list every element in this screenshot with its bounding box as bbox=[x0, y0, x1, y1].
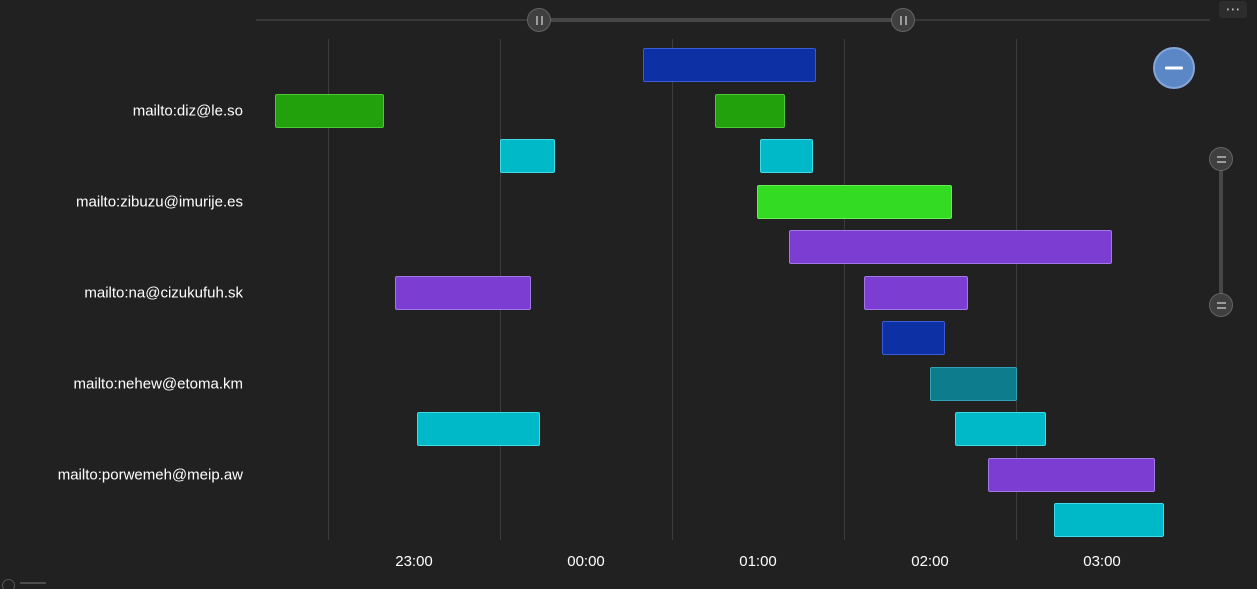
task-bar[interactable] bbox=[788, 230, 1112, 264]
minus-icon bbox=[1165, 66, 1183, 70]
export-menu-button[interactable]: ⋯ bbox=[1219, 1, 1247, 18]
grip-line bbox=[1216, 306, 1226, 309]
x-scrollbar-end-grip[interactable] bbox=[891, 8, 915, 32]
task-bar[interactable] bbox=[863, 275, 968, 310]
task-bar[interactable] bbox=[760, 139, 814, 173]
y-scrollbar-start-grip[interactable] bbox=[1209, 147, 1233, 171]
gridline bbox=[672, 39, 673, 540]
gridline bbox=[844, 39, 845, 540]
x-scrollbar-selection[interactable] bbox=[539, 18, 903, 22]
row-label: mailto:nehew@etoma.km bbox=[73, 375, 243, 392]
y-scrollbar-selection[interactable] bbox=[1219, 159, 1223, 305]
task-bar[interactable] bbox=[500, 139, 556, 173]
gridline bbox=[1016, 39, 1017, 540]
x-axis-tick-label: 01:00 bbox=[739, 553, 777, 570]
grip-line bbox=[540, 15, 543, 25]
row-label: mailto:diz@le.so bbox=[132, 102, 243, 119]
task-bar[interactable] bbox=[642, 48, 816, 82]
grip-line bbox=[1216, 160, 1226, 163]
task-bar[interactable] bbox=[954, 412, 1046, 446]
x-axis-tick-label: 03:00 bbox=[1083, 553, 1121, 570]
row-label: mailto:zibuzu@imurije.es bbox=[76, 193, 243, 210]
row-label: mailto:porwemeh@meip.aw bbox=[57, 466, 243, 483]
task-bar[interactable] bbox=[987, 457, 1155, 492]
task-bar[interactable] bbox=[416, 412, 541, 446]
task-bar[interactable] bbox=[930, 366, 1018, 401]
gridline bbox=[328, 39, 329, 540]
watermark-logo[interactable] bbox=[2, 579, 66, 589]
task-bar[interactable] bbox=[1054, 503, 1164, 537]
logo-circle-icon bbox=[2, 579, 15, 589]
grip-line bbox=[904, 15, 907, 25]
x-axis-tick-label: 00:00 bbox=[567, 553, 605, 570]
row-label: mailto:na@cizukufuh.sk bbox=[84, 284, 243, 301]
task-bar[interactable] bbox=[395, 275, 531, 310]
x-axis-tick-label: 23:00 bbox=[395, 553, 433, 570]
x-axis-tick-label: 02:00 bbox=[911, 553, 949, 570]
ellipsis-icon: ⋯ bbox=[1225, 0, 1241, 18]
grip-line bbox=[1216, 155, 1226, 158]
task-bar[interactable] bbox=[882, 321, 945, 355]
grip-line bbox=[899, 15, 902, 25]
task-bar[interactable] bbox=[756, 184, 952, 219]
x-scrollbar-start-grip[interactable] bbox=[527, 8, 551, 32]
grip-line bbox=[1216, 301, 1226, 304]
zoom-out-button[interactable] bbox=[1153, 47, 1195, 89]
y-scrollbar-end-grip[interactable] bbox=[1209, 293, 1233, 317]
logo-mark-icon bbox=[20, 582, 46, 589]
task-bar[interactable] bbox=[275, 93, 385, 128]
grip-line bbox=[535, 15, 538, 25]
task-bar[interactable] bbox=[715, 93, 785, 128]
